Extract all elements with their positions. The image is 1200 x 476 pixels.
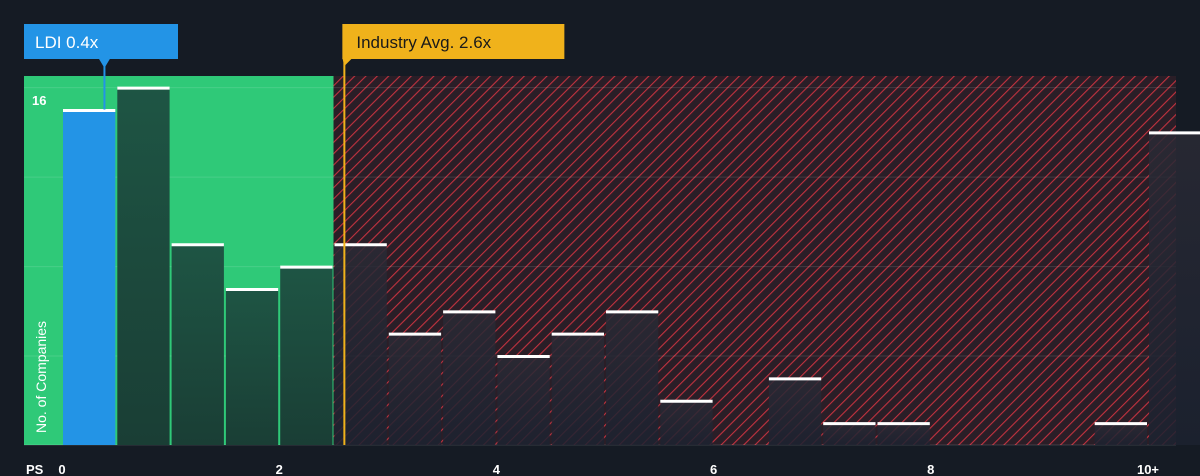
x-tick-label: 4 [493,462,501,476]
company-marker: LDI 0.4x [24,24,178,110]
x-axis-label: PS [26,462,44,476]
histogram-bar [551,333,604,445]
bars-group [63,86,1200,445]
industry-average-marker: Industry Avg. 2.6x [342,24,565,445]
company-callout [24,24,178,59]
x-tick-label: 0 [58,462,65,476]
y-axis-label: No. of Companies [33,321,49,433]
histogram-bar [768,377,822,445]
histogram-bar [63,109,116,445]
x-tick-label: 8 [927,462,934,476]
histogram-bar [225,288,279,445]
histogram-bar [334,243,387,445]
histogram-bar [1149,131,1200,445]
company-callout-label: LDI 0.4x [35,33,99,52]
x-axis-ticks: 0 2 4 6 8 10+ [58,462,1159,476]
histogram-bar [606,310,659,445]
histogram-bar [117,87,170,445]
histogram-bar [280,266,333,445]
industry-average-label: Industry Avg. 2.6x [356,33,491,52]
x-tick-label: 2 [276,462,283,476]
histogram-bar [660,400,713,445]
y-tick-label: 16 [32,93,46,108]
histogram-bar [497,355,550,445]
histogram-bar [388,333,442,445]
industry-average-callout [342,24,565,59]
histogram-bar [171,243,224,445]
histogram-bar [823,422,876,445]
histogram-bar [443,310,496,445]
histogram-bar [877,422,930,445]
histogram-bar [1094,422,1147,445]
x-tick-label: 6 [710,462,717,476]
x-tick-label: 10+ [1137,462,1159,476]
